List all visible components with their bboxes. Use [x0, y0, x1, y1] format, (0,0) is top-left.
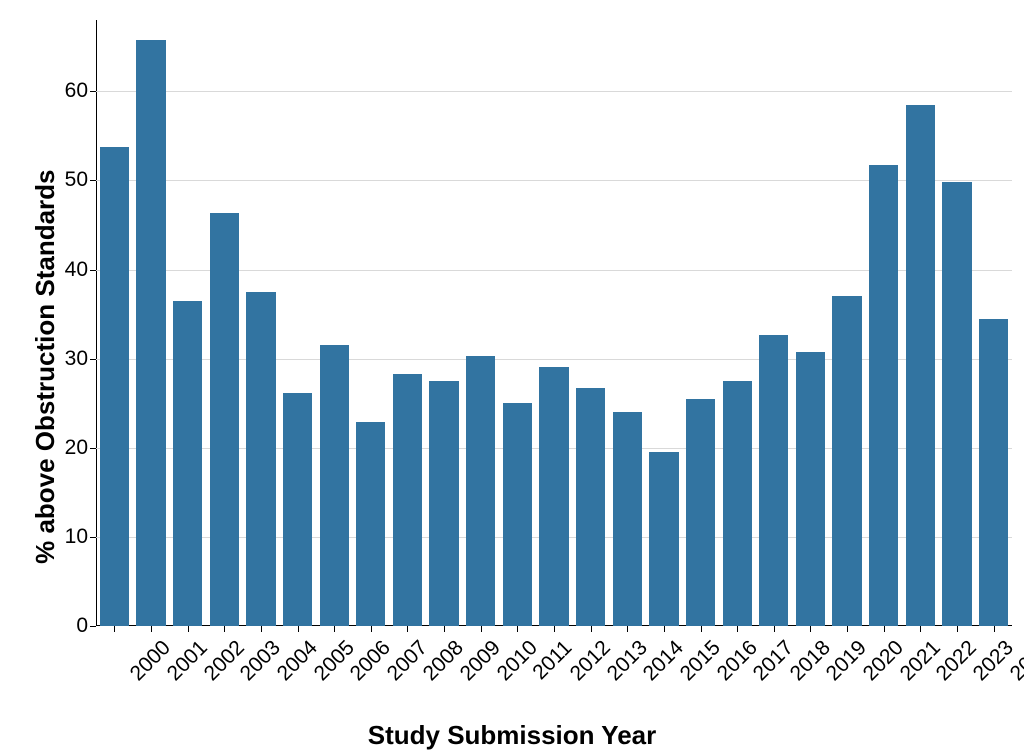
- bar: [906, 105, 935, 626]
- x-tick-label: 2014: [639, 636, 689, 686]
- x-tick-mark: [481, 626, 482, 632]
- bar: [356, 422, 385, 626]
- x-axis-title: Study Submission Year: [368, 720, 657, 751]
- x-tick-mark: [444, 626, 445, 632]
- x-tick-mark: [517, 626, 518, 632]
- y-tick-label: 30: [65, 347, 96, 371]
- x-tick-label: 2003: [236, 636, 286, 686]
- x-tick-mark: [994, 626, 995, 632]
- bar: [723, 381, 752, 626]
- x-tick-label: 2006: [346, 636, 396, 686]
- x-tick-mark: [188, 626, 189, 632]
- y-tick-label: 40: [65, 258, 96, 282]
- bar: [979, 319, 1008, 626]
- x-tick-label: 2019: [822, 636, 872, 686]
- x-tick-label: 2004: [273, 636, 323, 686]
- x-tick-label: 2022: [932, 636, 982, 686]
- x-tick-mark: [810, 626, 811, 632]
- y-axis-line: [96, 20, 97, 626]
- x-tick-label: 2015: [676, 636, 726, 686]
- y-axis-title: % above Obstruction Standards: [30, 169, 61, 563]
- bar: [869, 165, 898, 626]
- x-tick-mark: [957, 626, 958, 632]
- x-tick-mark: [627, 626, 628, 632]
- plot-area: 0102030405060200020012002200320042005200…: [96, 20, 1012, 626]
- x-tick-mark: [261, 626, 262, 632]
- y-tick-label: 50: [65, 168, 96, 192]
- bar: [686, 399, 715, 626]
- bar: [466, 356, 495, 626]
- x-tick-label: 2011: [529, 636, 578, 685]
- bar: [320, 345, 349, 626]
- x-tick-mark: [920, 626, 921, 632]
- x-tick-mark: [334, 626, 335, 632]
- y-tick-label: 10: [65, 525, 96, 549]
- bar: [613, 412, 642, 626]
- bar: [503, 403, 532, 626]
- x-tick-mark: [554, 626, 555, 632]
- bar: [942, 182, 971, 626]
- bar: [429, 381, 458, 626]
- bar: [136, 40, 165, 626]
- x-tick-mark: [407, 626, 408, 632]
- x-tick-label: 2005: [309, 636, 359, 686]
- bar: [649, 452, 678, 626]
- x-tick-label: 2009: [456, 636, 506, 686]
- bar: [759, 335, 788, 626]
- x-tick-mark: [774, 626, 775, 632]
- bar-chart: % above Obstruction Standards Study Subm…: [0, 0, 1024, 751]
- x-tick-mark: [847, 626, 848, 632]
- bar: [796, 352, 825, 626]
- bar: [832, 296, 861, 626]
- x-tick-mark: [114, 626, 115, 632]
- x-tick-mark: [737, 626, 738, 632]
- x-tick-label: 2001: [163, 636, 213, 686]
- x-tick-label: 2017: [749, 636, 799, 686]
- bar: [539, 367, 568, 626]
- x-tick-label: 2008: [419, 636, 469, 686]
- bar: [246, 292, 275, 626]
- bar: [100, 147, 129, 626]
- x-tick-mark: [151, 626, 152, 632]
- bar: [393, 374, 422, 626]
- x-tick-mark: [224, 626, 225, 632]
- y-tick-label: 0: [76, 614, 96, 638]
- x-tick-label: 2020: [859, 636, 909, 686]
- y-tick-label: 20: [65, 436, 96, 460]
- gridline: [96, 91, 1012, 92]
- x-tick-label: 2012: [566, 636, 616, 686]
- x-tick-mark: [884, 626, 885, 632]
- x-tick-label: 2000: [126, 636, 176, 686]
- x-tick-mark: [591, 626, 592, 632]
- x-tick-mark: [371, 626, 372, 632]
- bar: [576, 388, 605, 626]
- bar: [210, 213, 239, 626]
- x-tick-mark: [664, 626, 665, 632]
- bar: [173, 301, 202, 626]
- bar: [283, 393, 312, 626]
- y-tick-label: 60: [65, 79, 96, 103]
- x-tick-mark: [298, 626, 299, 632]
- x-tick-mark: [701, 626, 702, 632]
- x-tick-label: 2023: [969, 636, 1019, 686]
